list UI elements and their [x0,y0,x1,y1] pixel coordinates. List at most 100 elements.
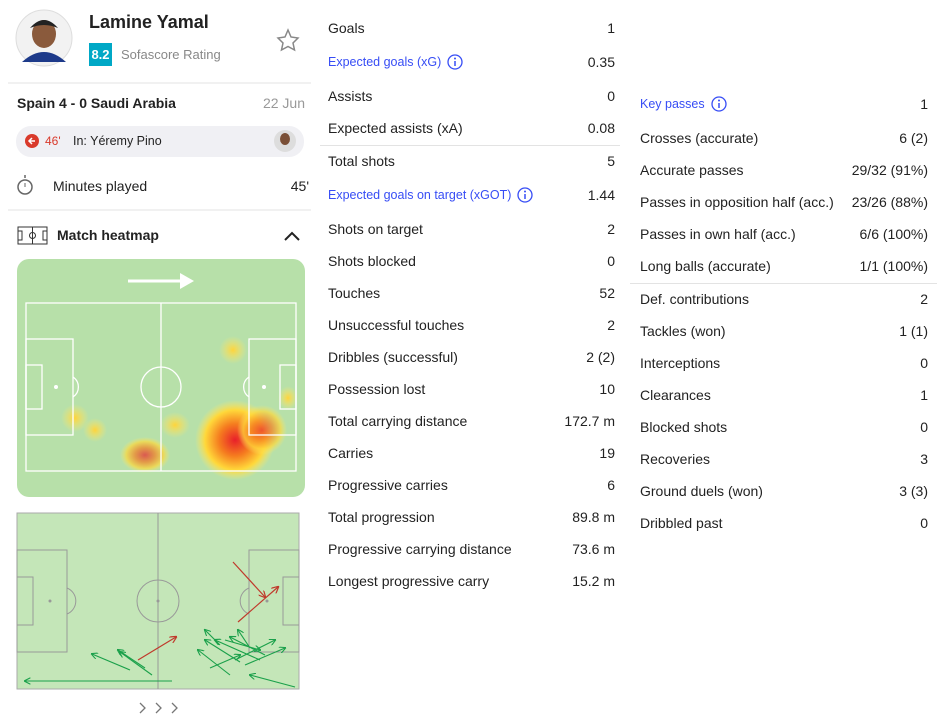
stat-label: Interceptions [640,355,720,371]
stat-label-text: Total progression [328,509,435,525]
stat-label: Expected goals (xG) [328,54,463,70]
stat-value: 2 (2) [586,349,615,365]
stat-value: 0 [920,515,928,531]
stat-value: 29/32 (91%) [851,162,928,178]
stat-label-text: Long balls (accurate) [640,258,771,274]
stat-label-text: Dribbles (successful) [328,349,458,365]
stat-value: 0 [920,419,928,435]
stat-value: 3 [920,451,928,467]
stat-row: Total progression 89.8 m [328,505,615,529]
stat-label: Total carrying distance [328,413,467,429]
stat-label-text: Shots on target [328,221,423,237]
stat-value: 1 (1) [899,323,928,339]
stat-label: Carries [328,445,373,461]
stat-value: 2 [920,291,928,307]
stat-label: Total progression [328,509,435,525]
stat-row: Crosses (accurate) 6 (2) [640,126,928,150]
stat-label: Dribbles (successful) [328,349,458,365]
stat-label-text: Goals [328,20,365,36]
stat-label-text: Expected goals (xG) [328,55,442,69]
stat-label: Key passes [640,96,727,112]
player-name: Lamine Yamal [89,12,209,32]
stat-label-text: Def. contributions [640,291,749,307]
stat-row: Def. contributions 2 [640,287,928,311]
stat-label: Unsuccessful touches [328,317,464,333]
stat-label: Progressive carrying distance [328,541,512,557]
stat-label-text: Expected goals on target (xGOT) [328,188,512,202]
stat-row: Progressive carries 6 [328,473,615,497]
stat-value: 2 [607,317,615,333]
stat-label: Touches [328,285,380,301]
stat-value: 5 [607,153,615,169]
stat-label: Accurate passes [640,162,744,178]
stat-value: 1 [607,20,615,36]
stat-row: Tackles (won) 1 (1) [640,319,928,343]
stat-label-text: Possession lost [328,381,426,397]
stat-value: 19 [599,445,615,461]
stat-row: Total shots 5 [328,149,615,173]
stat-label: Clearances [640,387,711,403]
stat-value: 10 [599,381,615,397]
info-icon[interactable] [447,54,463,70]
stat-label-text: Total carrying distance [328,413,468,429]
stat-label: Def. contributions [640,291,749,307]
stat-label-text: Carries [328,445,374,461]
stat-row: Dribbles (successful) 2 (2) [328,345,615,369]
stat-row: Expected assists (xA) 0.08 [328,116,615,140]
stat-label: Ground duels (won) [640,483,763,499]
pager-arrows[interactable] [139,702,178,714]
stat-label-text: Expected assists (xA) [328,120,463,136]
stat-label-text: Blocked shots [640,419,728,435]
stat-label-text: Unsuccessful touches [328,317,465,333]
stat-label: Long balls (accurate) [640,258,771,274]
rating-value: 8.2 [91,47,110,62]
stat-value: 0 [920,355,928,371]
stat-row: Shots on target 2 [328,217,615,241]
stat-row: Passes in own half (acc.) 6/6 (100%) [640,222,928,246]
stat-label-text: Shots blocked [328,253,416,269]
stat-label-text: Ground duels (won) [640,483,763,499]
stat-label: Shots blocked [328,253,416,269]
stat-value: 0.08 [587,120,615,136]
stat-label-text: Tackles (won) [640,323,726,339]
stat-label: Crosses (accurate) [640,130,758,146]
info-icon[interactable] [710,96,727,112]
stat-label-text: Touches [328,285,381,301]
stat-label-text: Passes in opposition half (acc.) [640,194,834,210]
collapse-toggle[interactable] [284,231,300,241]
stat-row: Goals 1 [328,16,615,40]
stat-row: Touches 52 [328,281,615,305]
minutes-label: Minutes played [53,178,148,194]
info-icon[interactable] [517,187,534,203]
stopwatch-icon [17,179,33,195]
stat-label-text: Total shots [328,153,395,169]
stat-row: Carries 19 [328,441,615,465]
favorite-star[interactable] [276,28,300,52]
stat-label: Expected assists (xA) [328,120,463,136]
stat-label-text: Passes in own half (acc.) [640,226,796,242]
stat-row: Passes in opposition half (acc.) 23/26 (8… [640,190,928,214]
stat-row: Clearances 1 [640,383,928,407]
stat-label: Shots on target [328,221,423,237]
stat-value: 1 [920,387,928,403]
heatmap-title: Match heatmap [57,227,159,243]
minutes-value: 45' [290,178,309,194]
stat-label: Dribbled past [640,515,723,531]
stat-row: Recoveries 3 [640,447,928,471]
stat-value: 15.2 m [572,573,615,589]
stat-label-text: Crosses (accurate) [640,130,759,146]
stat-value: 0 [607,253,615,269]
stat-label: Total shots [328,153,395,169]
stat-label-text: Progressive carries [328,477,448,493]
stat-value: 0 [607,88,615,104]
stat-label: Progressive carries [328,477,448,493]
stat-value: 6/6 (100%) [859,226,928,242]
stat-label-text: Progressive carrying distance [328,541,512,557]
stat-row: Accurate passes 29/32 (91%) [640,158,928,182]
stat-label: Goals [328,20,365,36]
stat-label: Passes in opposition half (acc.) [640,194,834,210]
stat-value: 1 [920,96,928,112]
stat-row: Expected goals (xG) 0.35 [328,50,615,74]
stat-label: Recoveries [640,451,710,467]
stat-row: Possession lost 10 [328,377,615,401]
